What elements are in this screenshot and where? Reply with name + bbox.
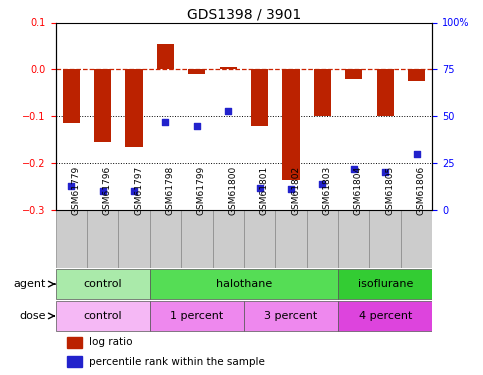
Point (161, 119, 170, 125)
Bar (56, 301, 150, 331)
Point (193, 123, 201, 129)
Bar (87, 210, 118, 268)
Text: dose: dose (20, 311, 46, 321)
Bar (157, 44, 174, 69)
Bar (244, 301, 338, 331)
Bar (369, 210, 401, 268)
Text: 3 percent: 3 percent (264, 311, 318, 321)
Text: percentile rank within the sample: percentile rank within the sample (89, 357, 265, 367)
Bar (150, 269, 338, 299)
Bar (118, 210, 150, 268)
Point (287, 186, 295, 192)
Point (68, 183, 75, 189)
Bar (244, 210, 275, 268)
Text: 4 percent: 4 percent (358, 311, 412, 321)
Bar (377, 69, 394, 116)
Bar (345, 69, 362, 79)
Text: GSM61805: GSM61805 (385, 165, 394, 214)
Text: GSM61803: GSM61803 (323, 165, 331, 214)
Bar (338, 210, 369, 268)
Text: agent: agent (14, 279, 46, 289)
Bar (63, 69, 80, 123)
Bar (188, 69, 205, 74)
Text: GSM61798: GSM61798 (165, 165, 174, 214)
Bar (307, 210, 338, 268)
Bar (150, 301, 244, 331)
Bar (314, 69, 331, 116)
Text: isoflurane: isoflurane (357, 279, 413, 289)
Point (224, 108, 232, 114)
Text: GSM61799: GSM61799 (197, 165, 206, 214)
Text: GSM61796: GSM61796 (103, 165, 112, 214)
Bar (94, 69, 111, 142)
Text: log ratio: log ratio (89, 337, 133, 347)
Title: GDS1398 / 3901: GDS1398 / 3901 (187, 8, 301, 21)
Bar (283, 69, 299, 180)
Text: control: control (84, 311, 122, 321)
Text: GSM61800: GSM61800 (228, 165, 237, 214)
Point (256, 184, 264, 190)
Bar (338, 301, 432, 331)
Bar (181, 210, 213, 268)
Bar (126, 69, 142, 147)
Text: GSM61801: GSM61801 (260, 165, 269, 214)
Bar (150, 210, 181, 268)
Bar (67, 337, 82, 348)
Bar (408, 69, 425, 81)
Point (350, 166, 357, 172)
Point (412, 151, 420, 157)
Text: GSM61806: GSM61806 (416, 165, 426, 214)
Point (130, 188, 138, 194)
Bar (220, 67, 237, 69)
Text: GSM61779: GSM61779 (71, 165, 80, 214)
Text: GSM61797: GSM61797 (134, 165, 143, 214)
Text: halothane: halothane (216, 279, 272, 289)
Text: 1 percent: 1 percent (170, 311, 224, 321)
Bar (401, 210, 432, 268)
Bar (338, 269, 432, 299)
Bar (275, 210, 307, 268)
Point (382, 170, 389, 176)
Bar (67, 356, 82, 368)
Text: control: control (84, 279, 122, 289)
Bar (56, 210, 87, 268)
Bar (251, 69, 268, 126)
Point (319, 181, 327, 187)
Bar (56, 269, 150, 299)
Text: GSM61804: GSM61804 (354, 165, 363, 214)
Point (99, 188, 107, 194)
Bar (213, 210, 244, 268)
Text: GSM61802: GSM61802 (291, 165, 300, 214)
